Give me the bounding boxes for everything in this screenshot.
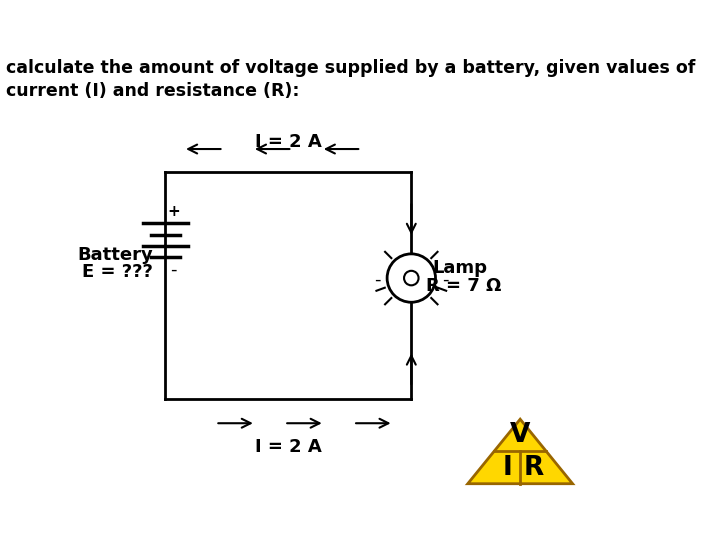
Text: -: - [442, 271, 449, 289]
Polygon shape [468, 419, 572, 484]
Circle shape [387, 254, 436, 302]
Text: calculate the amount of voltage supplied by a battery, given values of
current (: calculate the amount of voltage supplied… [6, 59, 696, 100]
Text: R: R [523, 455, 544, 481]
Text: I: I [502, 455, 512, 481]
Text: +: + [167, 205, 180, 219]
Text: I = 2 A: I = 2 A [255, 133, 322, 151]
Text: I = 2 A: I = 2 A [255, 438, 322, 456]
Text: Battery: Battery [78, 246, 153, 265]
Text: Lamp: Lamp [432, 259, 487, 278]
Text: -: - [374, 271, 381, 289]
Text: V: V [510, 422, 531, 448]
Text: -: - [170, 261, 176, 279]
Text: E = ???: E = ??? [82, 262, 153, 281]
Text: R = 7 Ω: R = 7 Ω [426, 277, 501, 295]
